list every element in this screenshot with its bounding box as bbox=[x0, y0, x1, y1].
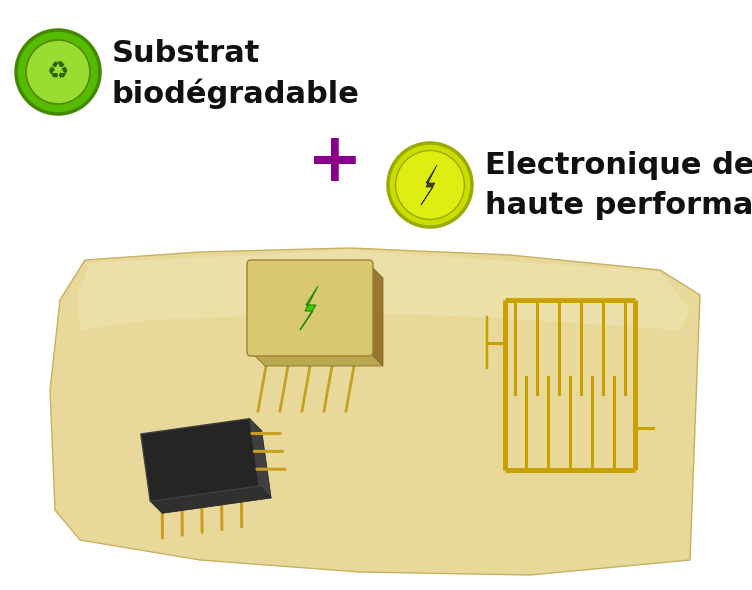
Circle shape bbox=[388, 143, 472, 227]
Circle shape bbox=[16, 30, 100, 114]
Polygon shape bbox=[369, 264, 383, 366]
Polygon shape bbox=[250, 419, 271, 498]
FancyBboxPatch shape bbox=[247, 260, 373, 356]
Text: +: + bbox=[307, 129, 363, 195]
Polygon shape bbox=[150, 486, 271, 513]
Polygon shape bbox=[251, 352, 383, 366]
Text: ♻: ♻ bbox=[47, 60, 69, 84]
Text: haute performance: haute performance bbox=[485, 191, 752, 219]
Polygon shape bbox=[300, 286, 318, 330]
Text: biodégradable: biodégradable bbox=[112, 78, 360, 109]
Polygon shape bbox=[141, 419, 259, 502]
Circle shape bbox=[396, 150, 465, 219]
Circle shape bbox=[26, 40, 90, 104]
Text: Substrat: Substrat bbox=[112, 40, 260, 68]
Polygon shape bbox=[78, 250, 690, 330]
Polygon shape bbox=[50, 248, 700, 575]
Text: Electronique de: Electronique de bbox=[485, 150, 752, 179]
Polygon shape bbox=[421, 165, 437, 205]
